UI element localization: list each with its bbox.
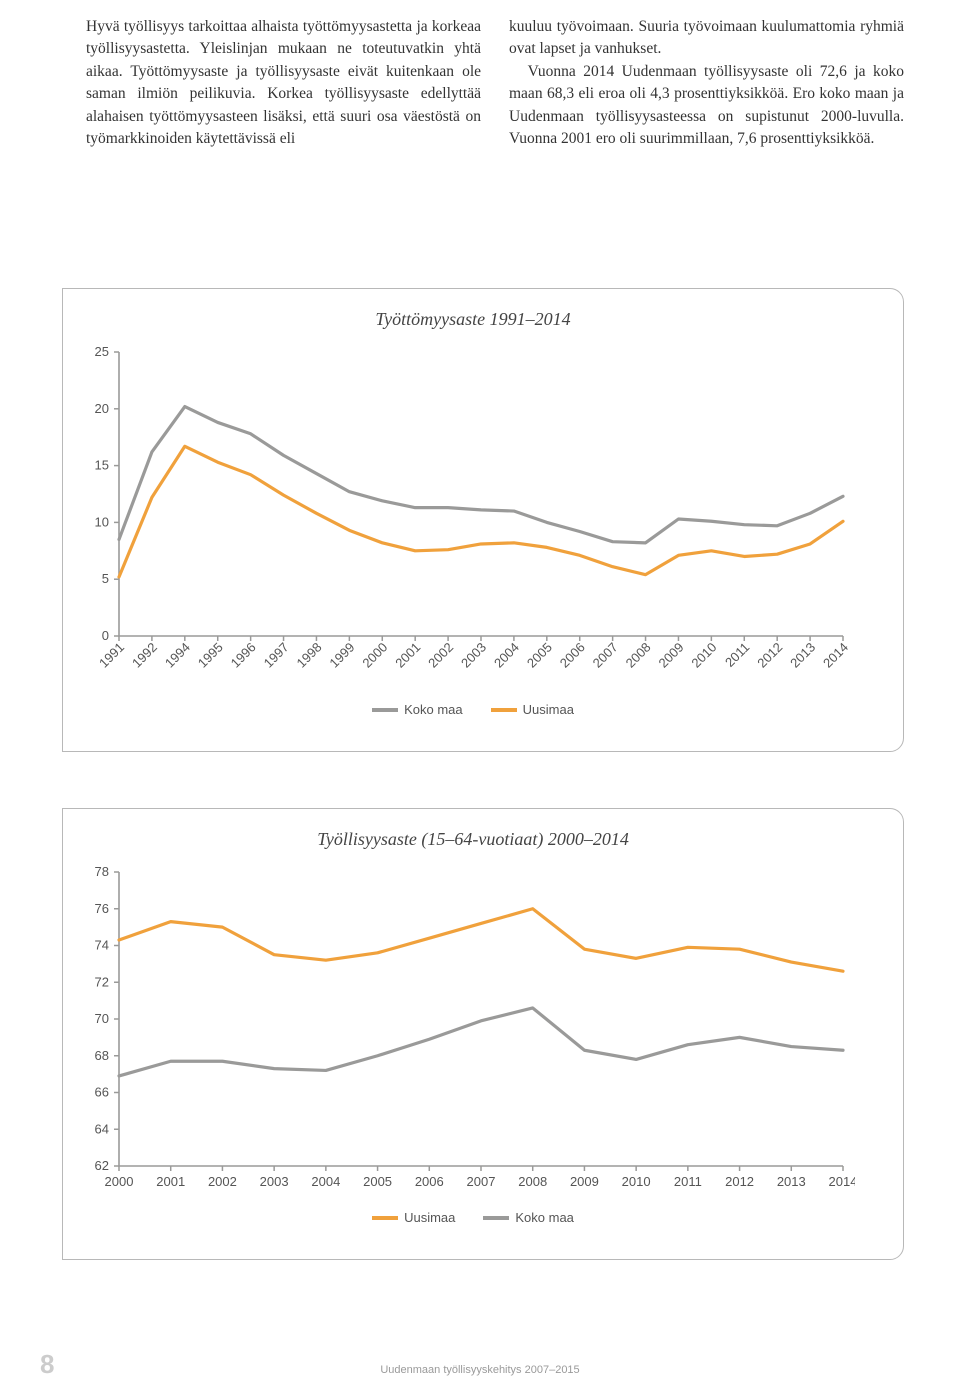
x-tick-label: 1999 (326, 640, 357, 671)
legend-swatch (372, 1216, 398, 1220)
body-text-right: kuuluu työvoimaan. Suuria työvoimaan kuu… (509, 16, 904, 151)
x-tick-label: 1997 (261, 640, 292, 671)
paragraph: Vuonna 2014 Uudenmaan työllisyysaste oli… (509, 61, 904, 151)
series-line (119, 446, 843, 577)
series-line (119, 1008, 843, 1076)
legend-swatch (491, 708, 517, 712)
y-tick-label: 5 (102, 571, 109, 586)
x-tick-label: 1992 (129, 640, 160, 671)
x-tick-label: 2008 (623, 640, 654, 671)
chart1-legend: Koko maa Uusimaa (75, 702, 871, 717)
y-tick-label: 76 (95, 901, 109, 916)
y-tick-label: 20 (95, 401, 109, 416)
series-line (119, 407, 843, 543)
chart-panel-employment: Työllisyysaste (15–64-vuotiaat) 2000–201… (62, 808, 904, 1260)
y-tick-label: 78 (95, 864, 109, 879)
y-tick-label: 10 (95, 514, 109, 529)
x-tick-label: 2006 (415, 1174, 444, 1189)
legend-label: Uusimaa (404, 1210, 455, 1225)
x-tick-label: 2008 (518, 1174, 547, 1189)
x-tick-label: 2014 (820, 640, 851, 671)
x-tick-label: 1991 (96, 640, 127, 671)
x-tick-label: 2004 (491, 640, 522, 671)
x-tick-label: 2005 (363, 1174, 392, 1189)
x-tick-label: 2012 (754, 640, 785, 671)
paragraph: Hyvä työllisyys tarkoittaa alhaista työt… (86, 16, 481, 151)
y-tick-label: 62 (95, 1158, 109, 1173)
y-tick-label: 15 (95, 458, 109, 473)
x-tick-label: 2011 (722, 640, 752, 670)
x-tick-label: 1994 (162, 640, 193, 671)
legend-label: Koko maa (515, 1210, 574, 1225)
x-tick-label: 2001 (156, 1174, 185, 1189)
y-tick-label: 64 (95, 1121, 109, 1136)
x-tick-label: 2014 (829, 1174, 855, 1189)
x-tick-label: 2010 (622, 1174, 651, 1189)
y-tick-label: 25 (95, 344, 109, 359)
x-tick-label: 2003 (458, 640, 489, 671)
footer-caption: Uudenmaan työllisyyskehitys 2007–2015 (0, 1364, 960, 1376)
x-tick-label: 2002 (425, 640, 456, 671)
paragraph: kuuluu työvoimaan. Suuria työvoimaan kuu… (509, 16, 904, 61)
legend-item: Koko maa (483, 1210, 574, 1225)
x-tick-label: 2000 (105, 1174, 134, 1189)
x-tick-label: 1995 (195, 640, 226, 671)
x-tick-label: 2005 (524, 640, 555, 671)
x-tick-label: 2007 (590, 640, 621, 671)
legend-swatch (483, 1216, 509, 1220)
x-tick-label: 2001 (392, 640, 423, 671)
body-text: Hyvä työllisyys tarkoittaa alhaista työt… (86, 16, 904, 151)
x-tick-label: 2012 (725, 1174, 754, 1189)
x-tick-label: 2003 (260, 1174, 289, 1189)
x-tick-label: 2011 (674, 1174, 702, 1189)
chart-panel-unemployment: Työttömyysaste 1991–2014 051015202519911… (62, 288, 904, 752)
chart2-plot: 62 64 66 68 70 72 74 76 78 2000 2001 2002 2003 2004 20… (75, 860, 871, 1200)
chart2-legend: Uusimaa Koko maa (75, 1210, 871, 1225)
legend-swatch (372, 708, 398, 712)
x-tick-label: 2009 (570, 1174, 599, 1189)
body-text-left: Hyvä työllisyys tarkoittaa alhaista työt… (86, 16, 481, 151)
chart2-title: Työllisyysaste (15–64-vuotiaat) 2000–201… (75, 829, 871, 850)
series-line (119, 909, 843, 971)
y-tick-label: 0 (102, 628, 109, 643)
x-tick-label: 2013 (787, 640, 818, 671)
y-tick-label: 72 (95, 974, 109, 989)
x-tick-label: 2004 (311, 1174, 340, 1189)
x-tick-label: 2013 (777, 1174, 806, 1189)
legend-label: Uusimaa (523, 702, 574, 717)
x-tick-label: 1996 (228, 640, 259, 671)
legend-item: Uusimaa (491, 702, 574, 717)
y-tick-label: 66 (95, 1085, 109, 1100)
x-tick-label: 2010 (688, 640, 719, 671)
x-tick-label: 2007 (467, 1174, 496, 1189)
x-tick-label: 2009 (656, 640, 687, 671)
x-tick-label: 1998 (294, 640, 325, 671)
x-tick-label: 2002 (208, 1174, 237, 1189)
legend-item: Uusimaa (372, 1210, 455, 1225)
legend-label: Koko maa (404, 702, 463, 717)
legend-item: Koko maa (372, 702, 463, 717)
y-tick-label: 74 (95, 938, 109, 953)
chart1-plot: 0 5 10 15 20 25 199119921994199519961997199819… (75, 340, 871, 692)
y-tick-label: 68 (95, 1048, 109, 1063)
y-tick-label: 70 (95, 1011, 109, 1026)
chart1-title: Työttömyysaste 1991–2014 (75, 309, 871, 330)
x-tick-label: 2000 (359, 640, 390, 671)
x-tick-label: 2006 (557, 640, 588, 671)
